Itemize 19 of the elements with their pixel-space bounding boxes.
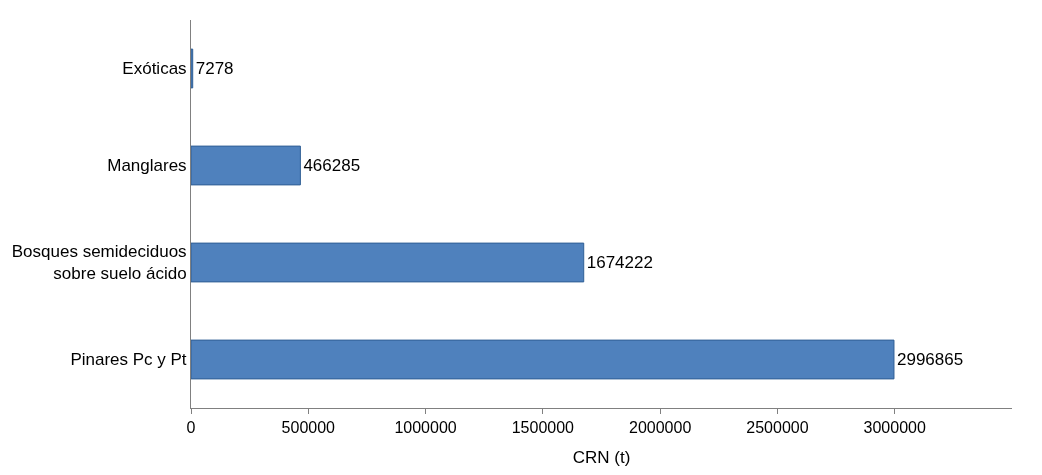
y-tick-label: Exóticas: [122, 59, 187, 79]
x-tick-label: 1000000: [394, 419, 457, 437]
x-tick-label: 1500000: [511, 419, 575, 437]
data-label: 2996865: [896, 350, 964, 369]
x-tick-label: 0: [186, 419, 196, 437]
x-tick-label: 2000000: [628, 419, 692, 437]
y-tick-label: Manglares: [107, 156, 187, 176]
bar: [191, 145, 301, 186]
x-tick-label: 500000: [281, 419, 336, 437]
y-tick-label: Bosques semideciduos sobre suelo ácido: [11, 242, 187, 284]
data-label: 466285: [303, 156, 361, 175]
data-label: 1674222: [586, 253, 653, 272]
bar: [191, 339, 895, 380]
x-tick-label: 3000000: [863, 419, 926, 437]
y-tick-label: Pinares Pc y Pt: [70, 350, 187, 370]
data-label: 7278: [195, 59, 234, 78]
x-tick-label: 2500000: [746, 419, 809, 437]
x-axis-title: CRN (t): [572, 447, 631, 467]
bar: [191, 242, 585, 283]
